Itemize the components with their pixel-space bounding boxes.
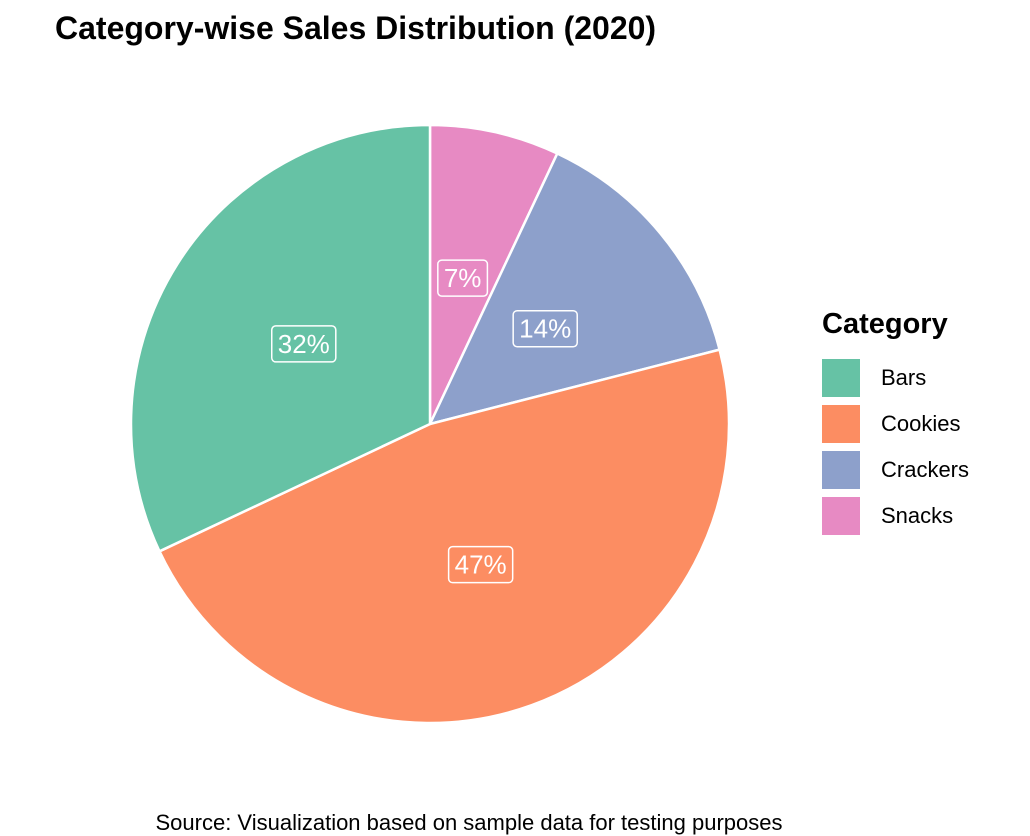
slice-label-box-bars (271, 325, 337, 363)
legend-item-bars: Bars (822, 355, 969, 401)
slice-label-cookies: 47% (447, 545, 514, 584)
slice-label-box-crackers (512, 309, 578, 348)
chart-title: Category-wise Sales Distribution (2020) (55, 10, 657, 46)
legend-label-cookies: Cookies (881, 411, 961, 436)
pie-slice-bars (129, 123, 432, 553)
legend-label-snacks: Snacks (881, 503, 954, 528)
slice-label-crackers: 14% (512, 309, 578, 348)
pie-slice-crackers (428, 152, 721, 426)
source-caption: Source: Visualization based on sample da… (155, 810, 783, 835)
pie-slice-snacks (428, 123, 559, 426)
legend-swatch-cookies (822, 405, 860, 443)
slice-label-box-cookies (447, 545, 514, 584)
legend-swatch-snacks (822, 497, 860, 535)
slice-label-box-snacks (437, 259, 489, 297)
legend-title: Category (822, 308, 948, 340)
slice-label-text-bars: 32% (278, 329, 330, 359)
legend: Category Bars Cookies Crackers Snacks (822, 308, 969, 539)
slice-label-text-cookies: 47% (455, 550, 507, 580)
legend-item-cookies: Cookies (822, 401, 969, 447)
slice-label-snacks: 7% (437, 259, 489, 297)
legend-swatch-crackers (822, 451, 860, 489)
slice-label-text-crackers: 14% (519, 314, 571, 344)
legend-label-bars: Bars (881, 365, 927, 390)
slice-label-text-snacks: 7% (444, 263, 482, 293)
pie-slice-cookies (158, 348, 731, 725)
legend-swatch-bars (822, 359, 860, 397)
legend-item-crackers: Crackers (822, 447, 969, 493)
legend-label-crackers: Crackers (881, 457, 970, 482)
legend-item-snacks: Snacks (822, 493, 969, 539)
slice-label-bars: 32% (271, 325, 337, 363)
